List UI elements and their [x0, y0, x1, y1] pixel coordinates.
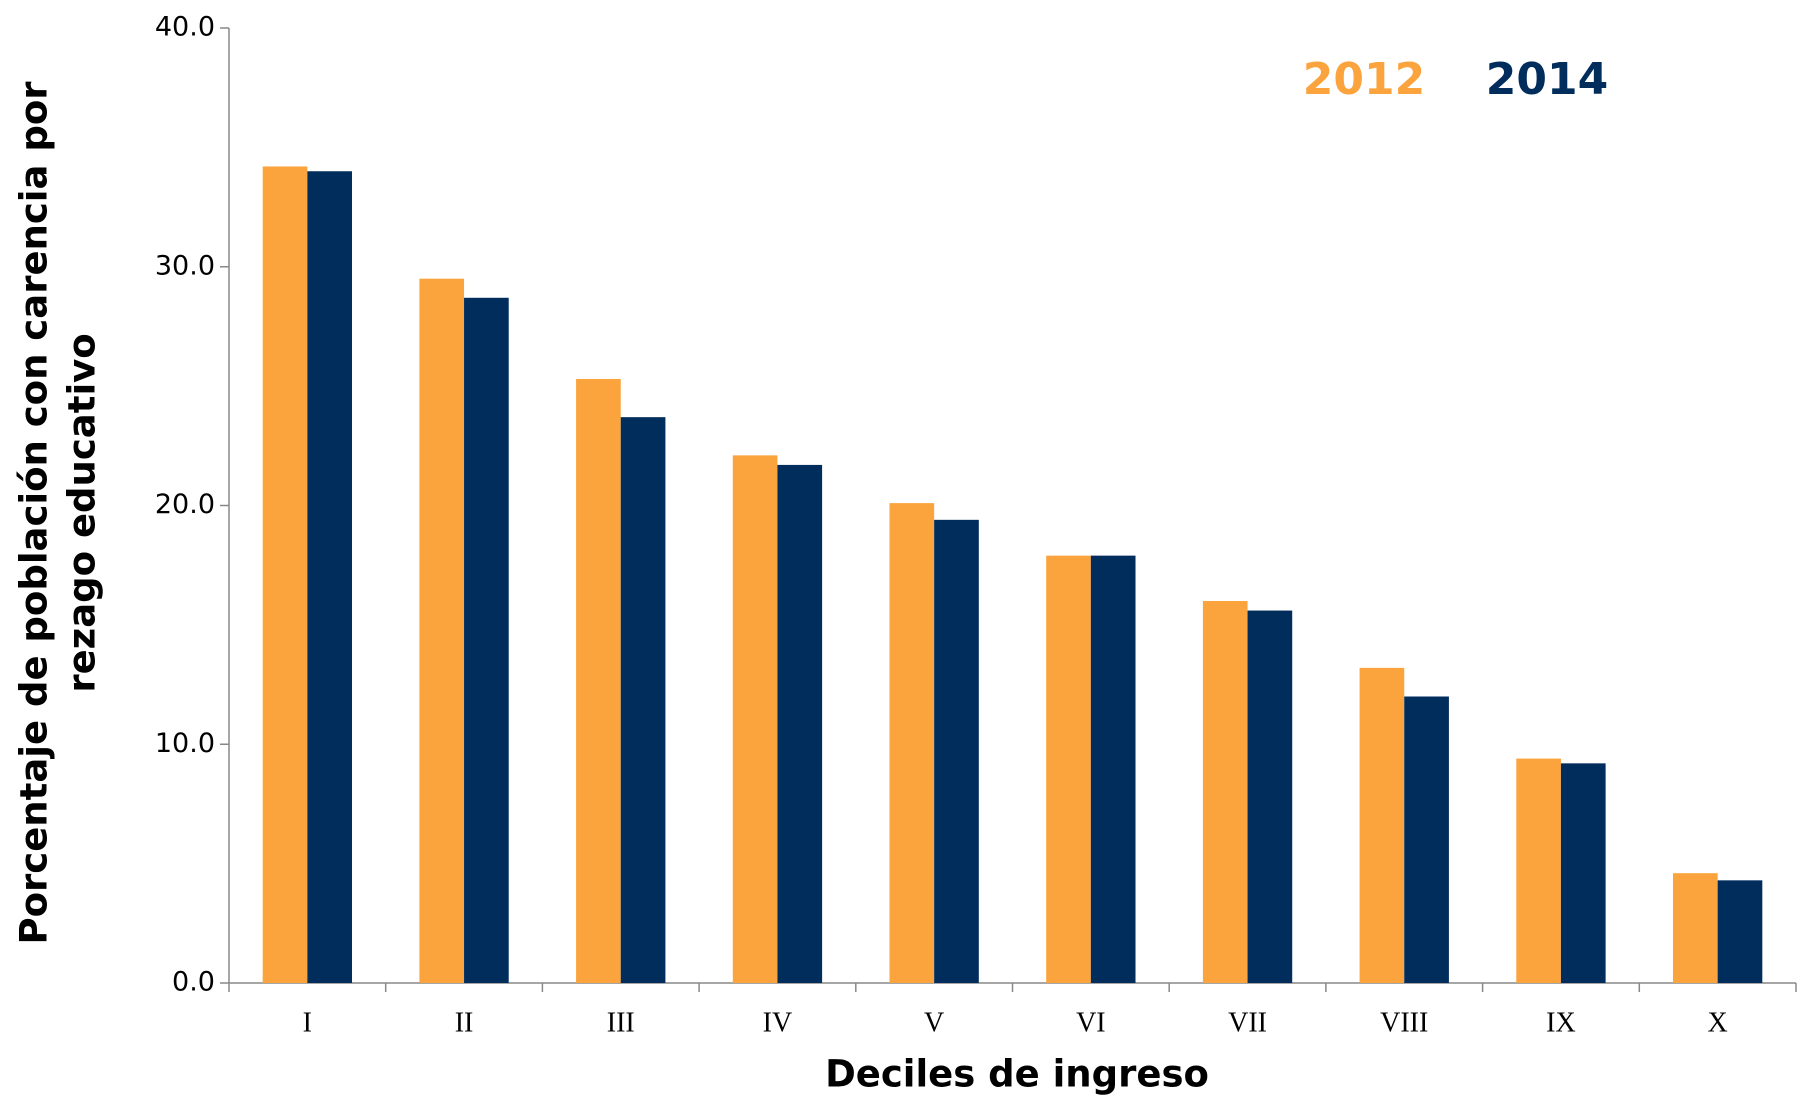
bar [1046, 555, 1091, 983]
bar [1672, 873, 1718, 983]
y-tick-label: 30.0 [155, 250, 215, 281]
y-tick-label: 10.0 [155, 728, 215, 759]
x-tick-label: VIII [1380, 1007, 1428, 1038]
bar [419, 278, 465, 983]
y-tick-label: 20.0 [155, 489, 215, 520]
bar [1359, 667, 1405, 983]
x-tick-label: I [303, 1007, 312, 1038]
bar [464, 297, 509, 984]
bar [1202, 601, 1248, 983]
bar [1516, 758, 1561, 983]
legend-entry: 2012 [1303, 54, 1425, 105]
bar [1717, 880, 1763, 983]
y-tick-label: 0.0 [172, 967, 215, 998]
x-axis-title: Deciles de ingreso [825, 1053, 1209, 1096]
x-tick-label: VI [1076, 1007, 1106, 1038]
bar [1247, 610, 1293, 983]
bar [307, 171, 353, 983]
bar [262, 166, 308, 984]
x-tick-label: III [607, 1007, 635, 1038]
y-tick-label: 40.0 [155, 12, 215, 43]
x-tick-label: IV [763, 1007, 793, 1038]
y-axis-title: Porcentaje de población con carencia por… [13, 81, 104, 945]
x-tick-label: IX [1546, 1007, 1576, 1038]
legend-entry: 2014 [1486, 54, 1608, 105]
x-tick-label: V [924, 1007, 944, 1038]
x-tick-label: VII [1228, 1007, 1267, 1038]
bar [620, 417, 666, 984]
y-axis-title-line: Porcentaje de población con carencia por [13, 81, 56, 945]
bar [732, 455, 778, 983]
bar [1404, 696, 1449, 983]
bar [934, 519, 979, 983]
bar [1560, 763, 1606, 983]
x-tick-label: II [455, 1007, 474, 1038]
x-tick-label: X [1708, 1007, 1728, 1038]
y-axis-title-line: rezago educativo [61, 333, 104, 692]
bar [777, 464, 823, 984]
bar [889, 503, 935, 983]
bar [576, 378, 621, 983]
bar [1090, 555, 1136, 983]
